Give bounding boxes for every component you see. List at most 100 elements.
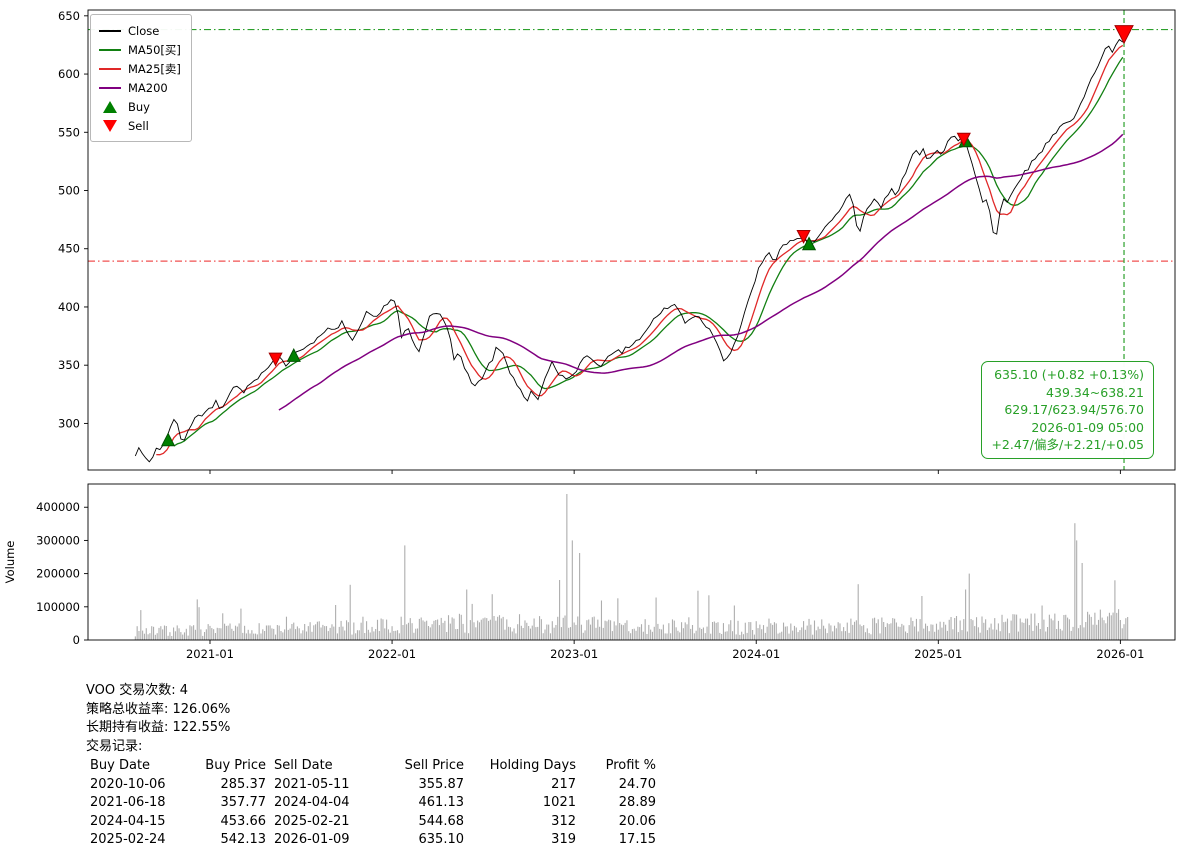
trade-cell: 319	[551, 832, 576, 847]
price-axes-box	[87, 9, 1176, 471]
volume-ytick-label: 400000	[36, 500, 80, 514]
trades-header-cell: Buy Date	[90, 758, 151, 773]
price-ytick-label: 350	[58, 358, 80, 372]
annotation-line-price: 635.10 (+0.82 +0.13%)	[994, 367, 1144, 382]
summary-block: VOO 交易次数: 4 策略总收益率: 126.06% 长期持有收益: 122.…	[86, 682, 1180, 850]
buy-marker	[801, 236, 817, 251]
legend-line-swatch	[99, 67, 121, 70]
legend-label: MA25[卖]	[128, 61, 181, 76]
volume-ytick-label: 100000	[36, 600, 80, 614]
trades-header-cell: Profit %	[605, 758, 656, 773]
price-ytick-label: 300	[58, 416, 80, 430]
price-ytick-label: 500	[58, 184, 80, 198]
trade-cell: 2021-06-18	[90, 795, 166, 810]
price-ytick-label: 650	[58, 9, 80, 23]
trade-cell: 355.87	[418, 776, 465, 792]
trade-row: 2024-04-15 453.66 2025-02-21 544.68 312 20.06	[86, 813, 660, 832]
trade-cell: 285.37	[220, 776, 267, 792]
trade-cell: 2024-04-15	[90, 813, 166, 829]
legend-label: MA50[买]	[128, 42, 181, 57]
chart-legend: Close MA50[买] MA25[卖] MA200 Buy Sell	[90, 14, 192, 142]
sell-marker	[1114, 25, 1134, 45]
trades-header-row: Buy Date Buy Price Sell Date Sell Price Hold…	[86, 757, 660, 776]
trade-cell: 544.68	[418, 813, 465, 829]
sell-marker	[268, 352, 283, 367]
sell-marker	[796, 230, 811, 244]
strategy-return-line: 策略总收益率: 126.06%	[86, 701, 231, 717]
trade-count-line: VOO 交易次数: 4	[86, 683, 189, 698]
trade-cell: 2025-02-24	[90, 832, 166, 847]
legend-line-swatch	[99, 86, 121, 89]
trades-header-cell: Sell Date	[274, 758, 333, 773]
volume-chart: 0 100000 200000 300000 400000 2021-01 2022-01 2…	[3, 483, 1176, 661]
legend-label: MA200	[128, 80, 168, 95]
xtick-label: 2024-01	[732, 647, 780, 661]
trade-log-label: 交易记录:	[86, 738, 143, 754]
volume-bars	[134, 494, 1129, 640]
legend-label: Close	[128, 23, 160, 38]
trade-cell: 20.06	[618, 813, 656, 829]
legend-item: Sell	[99, 116, 181, 135]
trade-cell: 357.77	[220, 795, 267, 810]
xtick-label: 2023-01	[550, 647, 598, 661]
buy-marker	[160, 432, 176, 447]
legend-item: MA50[买]	[99, 40, 181, 59]
price-chart: 300 350 400 450 500 550 600 650	[58, 9, 1176, 474]
volume-ytick-label: 0	[73, 633, 80, 647]
trade-cell: 17.15	[618, 832, 656, 847]
legend-item: Buy	[99, 97, 181, 116]
trade-cell: 461.13	[418, 795, 465, 810]
xtick-label: 2026-01	[1096, 647, 1144, 661]
trades-header-cell: Buy Price	[205, 758, 266, 773]
buy-triangle-icon	[99, 100, 121, 113]
trade-cell: 312	[551, 813, 576, 829]
trade-cell: 24.70	[618, 776, 656, 792]
trade-cell: 2026-01-09	[274, 832, 350, 847]
volume-ytick-label: 200000	[36, 567, 80, 581]
close-line	[134, 38, 1124, 463]
volume-ylabel: Volume	[3, 541, 17, 584]
xtick-label: 2021-01	[186, 647, 234, 661]
trade-cell: 2024-04-04	[274, 795, 350, 810]
trade-cell: 1021	[542, 795, 576, 810]
figure: 300 350 400 450 500 550 600 650 0 100000 200000 30…	[3, 9, 1176, 661]
xtick-label: 2025-01	[914, 647, 962, 661]
legend-label: Sell	[128, 118, 149, 133]
buy-marker	[286, 348, 301, 362]
price-ytick-label: 450	[58, 242, 80, 256]
annotation-line-time: 2026-01-09 05:00	[1031, 419, 1144, 435]
trade-cell: 2020-10-06	[90, 776, 166, 792]
trades-header-cell: Sell Price	[404, 758, 464, 773]
legend-item: Close	[99, 21, 181, 40]
volume-ytick-label: 300000	[36, 533, 80, 547]
price-ytick-label: 600	[58, 67, 80, 81]
trade-cell: 28.89	[618, 795, 656, 810]
trade-cell: 217	[551, 776, 576, 792]
sell-triangle-icon	[99, 119, 121, 132]
ma25-line	[156, 44, 1124, 456]
trade-cell: 635.10	[418, 832, 465, 847]
annotation-line-range: 439.34~638.21	[1046, 384, 1144, 400]
legend-item: MA200	[99, 78, 181, 97]
price-ytick-label: 550	[58, 125, 80, 139]
buyhold-return-line: 长期持有收益: 122.55%	[86, 720, 231, 735]
volume-axes-box	[87, 483, 1176, 641]
legend-label: Buy	[128, 99, 150, 114]
trade-row: 2020-10-06 285.37 2021-05-11 355.87 217 24.70	[86, 776, 660, 795]
trade-row: 2021-06-18 357.77 2024-04-04 461.13 1021 28.8…	[86, 794, 660, 813]
legend-item: MA25[卖]	[99, 59, 181, 78]
trade-cell: 453.66	[220, 813, 267, 829]
trades-header-cell: Holding Days	[489, 758, 576, 773]
sell-marker	[956, 132, 971, 147]
legend-line-swatch	[99, 48, 121, 51]
trade-row: 2025-02-24 542.13 2026-01-09 635.10 319 17.15	[86, 831, 660, 850]
trades-table: Buy Date Buy Price Sell Date Sell Price Hold…	[86, 757, 660, 850]
quote-annotation: 635.10 (+0.82 +0.13%) 439.34~638.21 629.…	[981, 361, 1154, 459]
price-ytick-label: 400	[58, 300, 80, 314]
legend-line-swatch	[99, 29, 121, 32]
annotation-line-signal: +2.47/偏多/+2.21/+0.05	[991, 437, 1144, 452]
annotation-line-mas: 629.17/623.94/576.70	[1004, 402, 1144, 417]
xtick-label: 2022-01	[368, 647, 416, 661]
trade-cell: 2021-05-11	[274, 776, 350, 792]
trade-cell: 542.13	[220, 832, 267, 847]
